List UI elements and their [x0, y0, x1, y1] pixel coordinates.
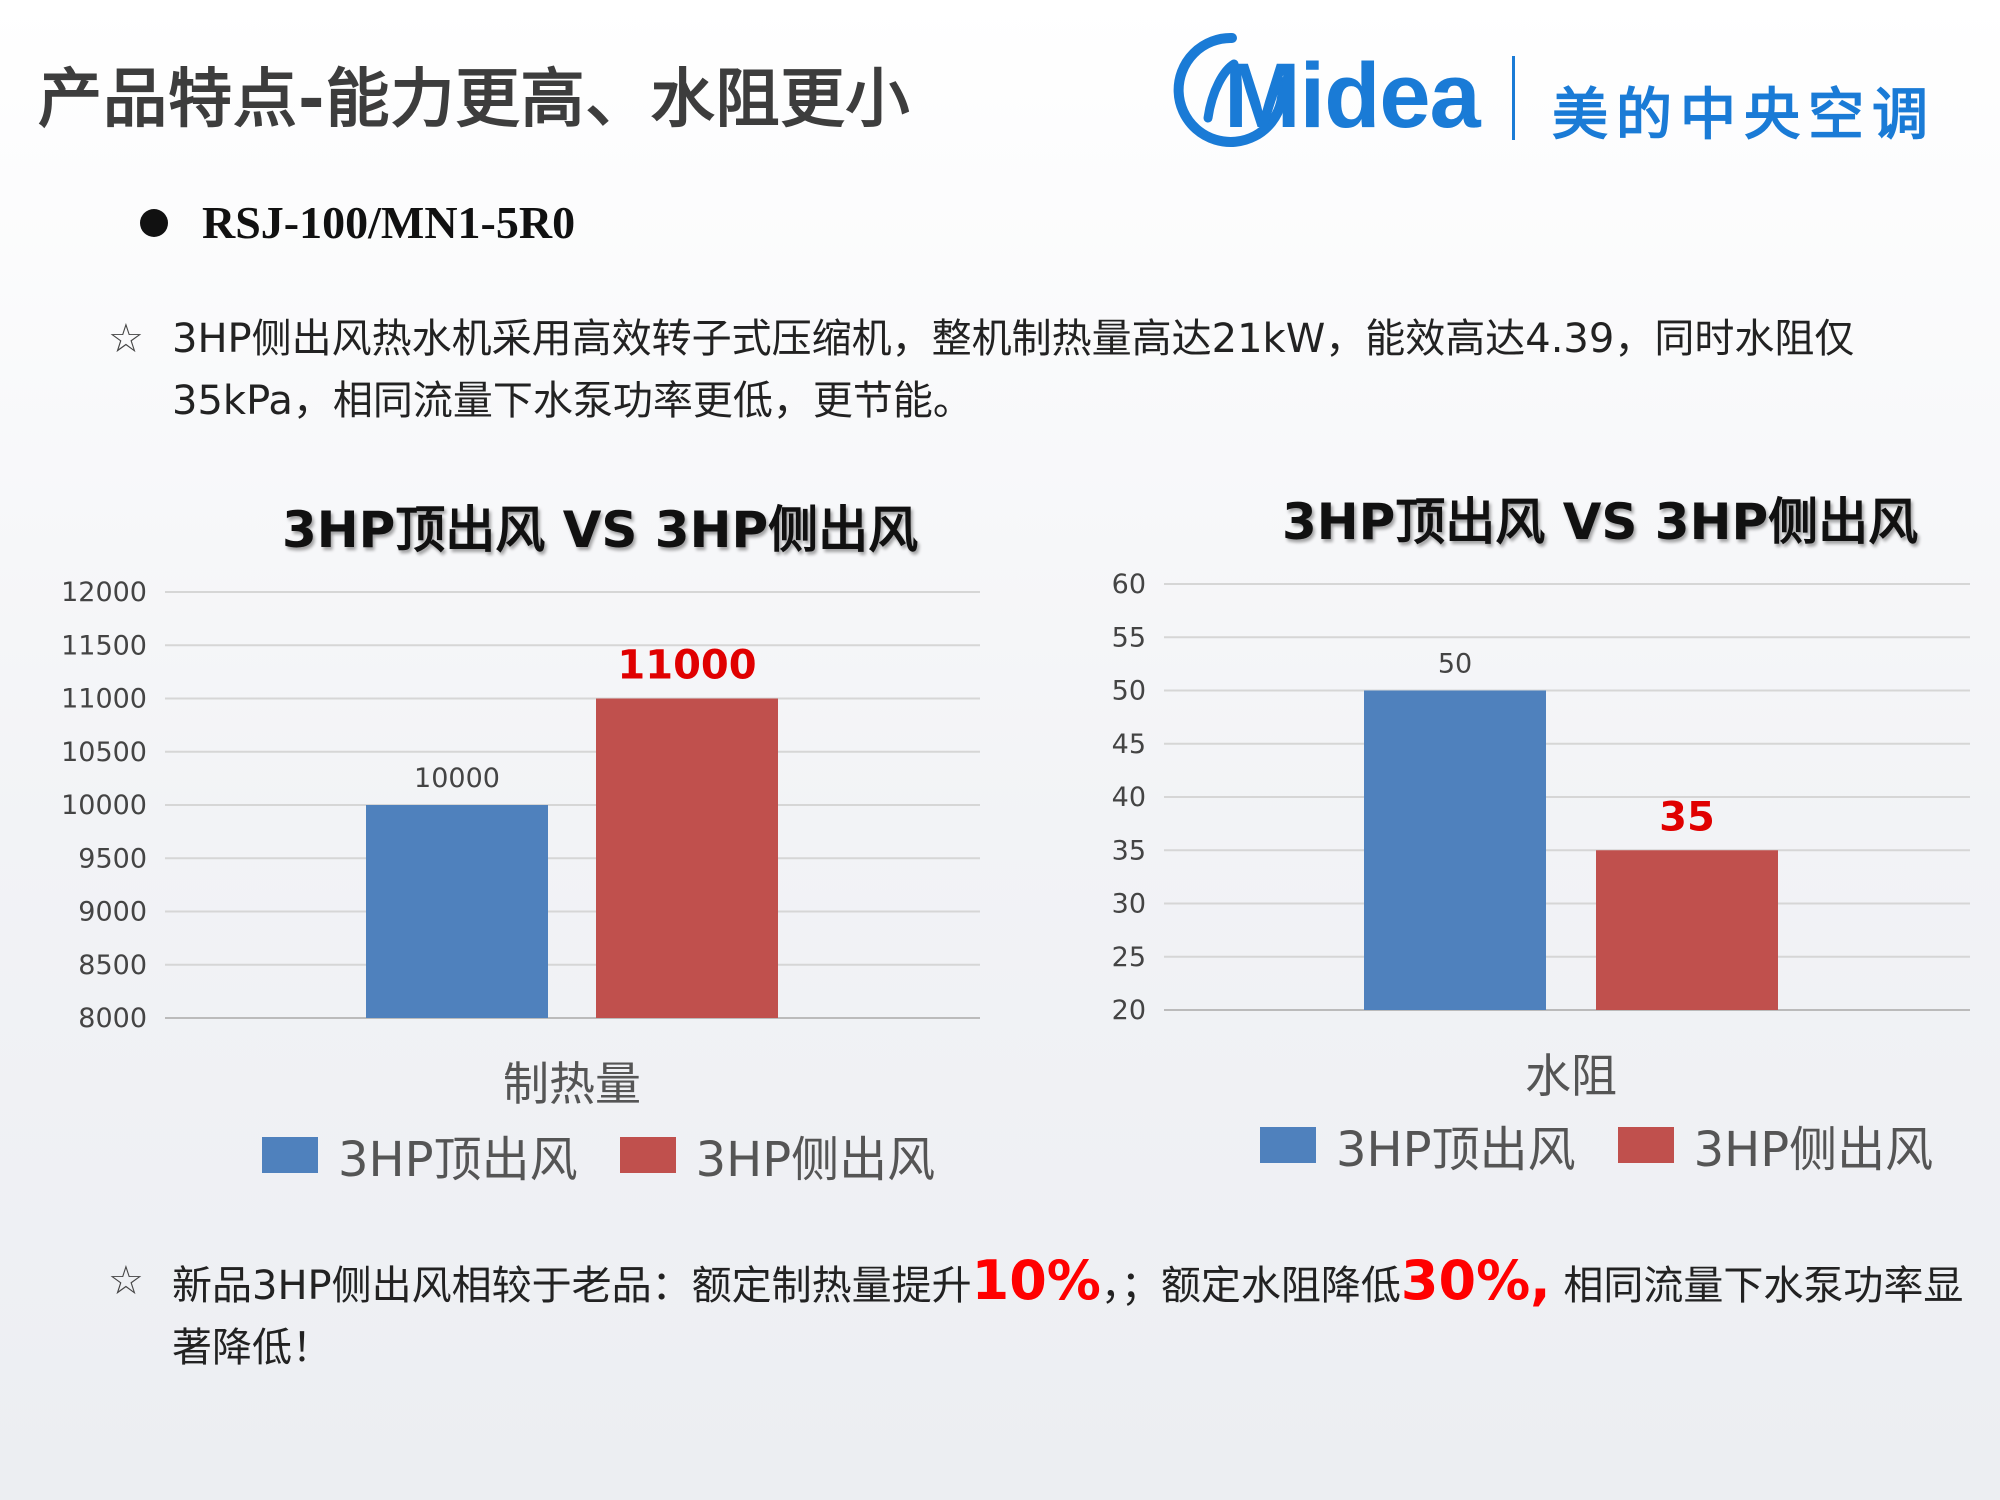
summary-part1: 新品3HP侧出风相较于老品：额定制热量提升: [172, 1263, 972, 1309]
chart2-title: 3HP顶出风 VS 3HP侧出风: [1282, 493, 1919, 551]
bullet-dot-icon: [140, 208, 168, 237]
y-tick-label: 25: [1112, 942, 1146, 973]
logo-wordmark: Midea: [1224, 45, 1481, 147]
midea-logo-icon: [1173, 32, 1288, 147]
model-bullet: RSJ-100/MN1-5R0: [140, 196, 575, 249]
x-category-label: 水阻: [1525, 1049, 1617, 1103]
page-title: 产品特点-能力更高、水阻更小: [38, 63, 911, 137]
highlight-capacity-increase: 10%: [971, 1249, 1101, 1312]
highlight-resistance-decrease: 30%,: [1400, 1249, 1551, 1312]
chart1-title: 3HP顶出风 VS 3HP侧出风: [282, 501, 919, 559]
water-resistance-chart: 20 25 30 35 40 45 50 55 60 50 35 水阻: [1112, 569, 1970, 1103]
star-icon: ☆: [108, 1258, 144, 1304]
intro-text: 3HP侧出风热水机采用高效转子式压缩机，整机制热量高达21kW，能效高达4.39…: [172, 316, 1855, 424]
midea-logo: Midea 美的中央空调: [1172, 30, 1972, 150]
legend-label: 3HP侧出风: [1693, 1122, 1934, 1178]
legend-swatch-red: [619, 1137, 676, 1173]
legend-swatch-blue: [1260, 1127, 1316, 1163]
y-tick-label: 10500: [61, 737, 147, 768]
legend-label: 3HP顶出风: [338, 1132, 578, 1188]
chart1-legend: 3HP顶出风 3HP侧出风: [262, 1120, 977, 1190]
chart2-legend: 3HP顶出风 3HP侧出风: [1260, 1110, 1975, 1180]
y-tick-label: 8500: [78, 950, 147, 981]
data-label: 35: [1659, 794, 1715, 840]
y-tick-label: 50: [1112, 676, 1146, 707]
logo-divider: [1512, 56, 1515, 140]
legend-label: 3HP侧出风: [695, 1132, 936, 1188]
y-tick-label: 35: [1112, 835, 1146, 866]
y-tick-label: 12000: [61, 577, 147, 608]
y-tick-label: 9500: [78, 843, 147, 874]
model-number: RSJ-100/MN1-5R0: [202, 197, 576, 248]
data-label: 10000: [414, 763, 500, 794]
star-icon: ☆: [108, 316, 144, 362]
intro-paragraph: ☆ 3HP侧出风热水机采用高效转子式压缩机，整机制热量高达21kW，能效高达4.…: [108, 308, 1968, 432]
legend-swatch-red: [1617, 1127, 1674, 1163]
legend-item-top-outlet: 3HP顶出风: [1260, 1110, 1576, 1180]
bar: [596, 698, 778, 1018]
summary-paragraph: ☆ 新品3HP侧出风相较于老品：额定制热量提升10%，；额定水阻降低30%, 相…: [108, 1250, 1968, 1379]
y-tick-label: 10000: [61, 790, 147, 821]
bar: [1596, 850, 1778, 1010]
legend-item-side-outlet: 3HP侧出风: [619, 1120, 936, 1190]
heating-capacity-chart: 8000 8500 9000 9500 10000 10500 11000 11500 1200…: [61, 577, 980, 1111]
data-label: 11000: [617, 643, 756, 689]
data-label: 50: [1438, 649, 1472, 680]
summary-text: 新品3HP侧出风相较于老品：额定制热量提升10%，；额定水阻降低30%, 相同流…: [108, 1250, 1968, 1379]
x-category-label: 制热量: [503, 1057, 641, 1111]
y-tick-label: 9000: [78, 897, 147, 928]
summary-part3: 相同流量下水泵功率显著降低！: [172, 1263, 1964, 1371]
y-tick-label: 20: [1112, 995, 1146, 1026]
y-tick-label: 40: [1112, 782, 1146, 813]
bar: [366, 805, 548, 1018]
y-tick-label: 11500: [61, 630, 147, 661]
y-tick-label: 11000: [61, 684, 147, 715]
legend-item-top-outlet: 3HP顶出风: [262, 1120, 578, 1190]
logo-chinese-text: 美的中央空调: [1552, 83, 1936, 148]
legend-label: 3HP顶出风: [1336, 1122, 1576, 1178]
y-tick-label: 55: [1112, 622, 1146, 653]
y-tick-label: 30: [1112, 889, 1146, 920]
y-tick-label: 8000: [78, 1003, 147, 1034]
legend-swatch-blue: [262, 1137, 318, 1173]
y-tick-label: 60: [1112, 569, 1146, 600]
summary-part2: ，；额定水阻降低: [1100, 1263, 1401, 1309]
bar: [1364, 690, 1546, 1010]
y-tick-label: 45: [1112, 729, 1146, 760]
legend-item-side-outlet: 3HP侧出风: [1617, 1110, 1934, 1180]
